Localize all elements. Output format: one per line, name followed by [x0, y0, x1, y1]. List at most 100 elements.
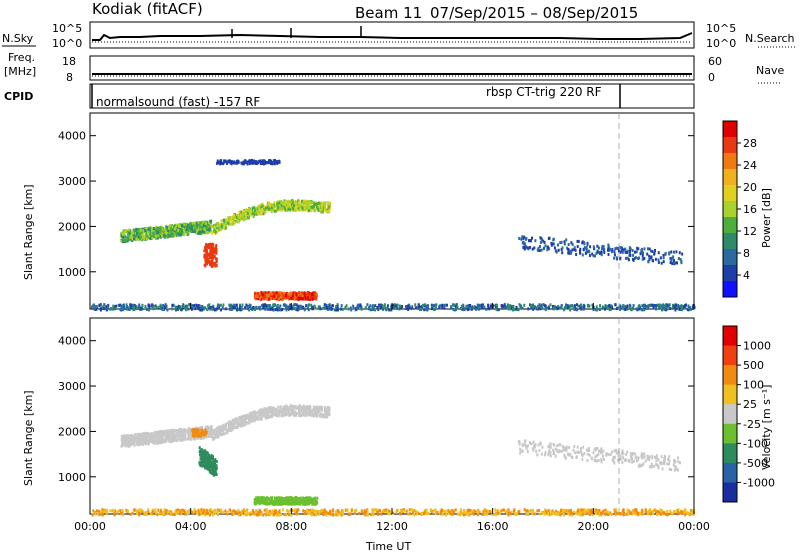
data-cell — [286, 203, 289, 207]
data-cell — [272, 291, 275, 295]
data-cell — [517, 308, 520, 312]
data-cell — [274, 502, 277, 506]
data-cell — [426, 308, 429, 312]
data-cell — [153, 440, 156, 444]
data-cell — [147, 439, 150, 443]
power-data — [90, 158, 696, 312]
data-cell — [213, 434, 216, 438]
data-cell — [169, 224, 172, 228]
data-cell — [249, 212, 252, 216]
data-cell — [398, 307, 401, 311]
data-cell — [252, 410, 255, 414]
data-cell — [646, 304, 649, 308]
data-cell — [269, 500, 272, 504]
data-cell — [631, 249, 634, 253]
data-cell — [267, 304, 270, 308]
data-cell — [272, 303, 275, 307]
data-cell — [556, 307, 559, 311]
data-cell — [229, 218, 232, 222]
data-cell — [281, 201, 284, 205]
data-cell — [292, 407, 295, 411]
data-cell — [173, 435, 176, 439]
data-cell — [327, 307, 330, 311]
data-cell — [239, 212, 242, 216]
data-cell — [273, 407, 276, 411]
data-cell — [177, 429, 180, 433]
data-cell — [296, 201, 299, 205]
data-cell — [221, 425, 224, 429]
data-cell — [318, 408, 321, 412]
data-cell — [300, 306, 303, 310]
data-cell — [264, 211, 267, 215]
data-cell — [232, 426, 235, 430]
data-cell — [152, 439, 155, 443]
data-cell — [364, 306, 367, 310]
data-cell — [155, 435, 158, 439]
data-cell — [557, 304, 560, 308]
data-cell — [123, 307, 126, 311]
data-cell — [196, 229, 199, 233]
data-cell — [255, 496, 258, 500]
data-cell — [487, 305, 490, 309]
data-cell — [155, 305, 158, 309]
data-cell — [187, 307, 190, 311]
data-cell — [200, 451, 203, 455]
data-cell — [293, 413, 296, 417]
data-cell — [675, 305, 678, 309]
data-cell — [209, 307, 212, 311]
data-cell — [635, 307, 638, 311]
data-cell — [219, 227, 222, 231]
data-cell — [123, 441, 126, 445]
data-cell — [245, 303, 248, 307]
data-cell — [171, 307, 174, 311]
data-cell — [677, 307, 680, 311]
data-cell — [256, 291, 259, 295]
data-cell — [588, 304, 591, 308]
data-cell — [210, 465, 213, 469]
data-cell — [681, 306, 684, 310]
data-cell — [318, 207, 321, 211]
data-cell — [291, 307, 294, 311]
data-cell — [407, 307, 410, 311]
data-cell — [552, 307, 555, 311]
data-cell — [331, 304, 334, 308]
data-cell — [528, 245, 531, 249]
data-cell — [166, 226, 169, 230]
data-cell — [198, 225, 201, 229]
data-cell — [242, 215, 245, 219]
data-cell — [132, 305, 135, 309]
data-cell — [314, 411, 317, 415]
data-cell — [243, 211, 246, 215]
data-cell — [216, 429, 219, 433]
data-cell — [153, 231, 156, 235]
data-cell — [591, 252, 594, 256]
data-cell — [487, 303, 490, 307]
data-cell — [176, 434, 179, 438]
data-cell — [265, 161, 268, 165]
data-cell — [628, 305, 631, 309]
data-cell — [256, 212, 259, 216]
data-cell — [324, 306, 327, 310]
data-cell — [626, 307, 629, 311]
data-cell — [272, 410, 275, 414]
data-cell — [128, 228, 131, 232]
data-cell — [282, 294, 285, 298]
data-cell — [215, 264, 218, 268]
data-cell — [655, 307, 658, 311]
data-cell — [260, 291, 263, 295]
data-cell — [381, 306, 384, 310]
data-cell — [305, 293, 308, 297]
freq-tick-bottom-left: 8 — [66, 71, 73, 84]
data-cell — [564, 303, 567, 307]
data-cell — [262, 291, 265, 295]
data-cell — [99, 303, 102, 307]
data-cell — [657, 251, 660, 255]
data-cell — [478, 305, 481, 309]
data-cell — [594, 254, 597, 258]
data-cell — [624, 307, 627, 311]
data-cell — [316, 294, 319, 298]
data-cell — [548, 306, 551, 310]
data-cell — [359, 303, 362, 307]
data-cell — [159, 303, 162, 307]
data-cell — [199, 308, 202, 312]
